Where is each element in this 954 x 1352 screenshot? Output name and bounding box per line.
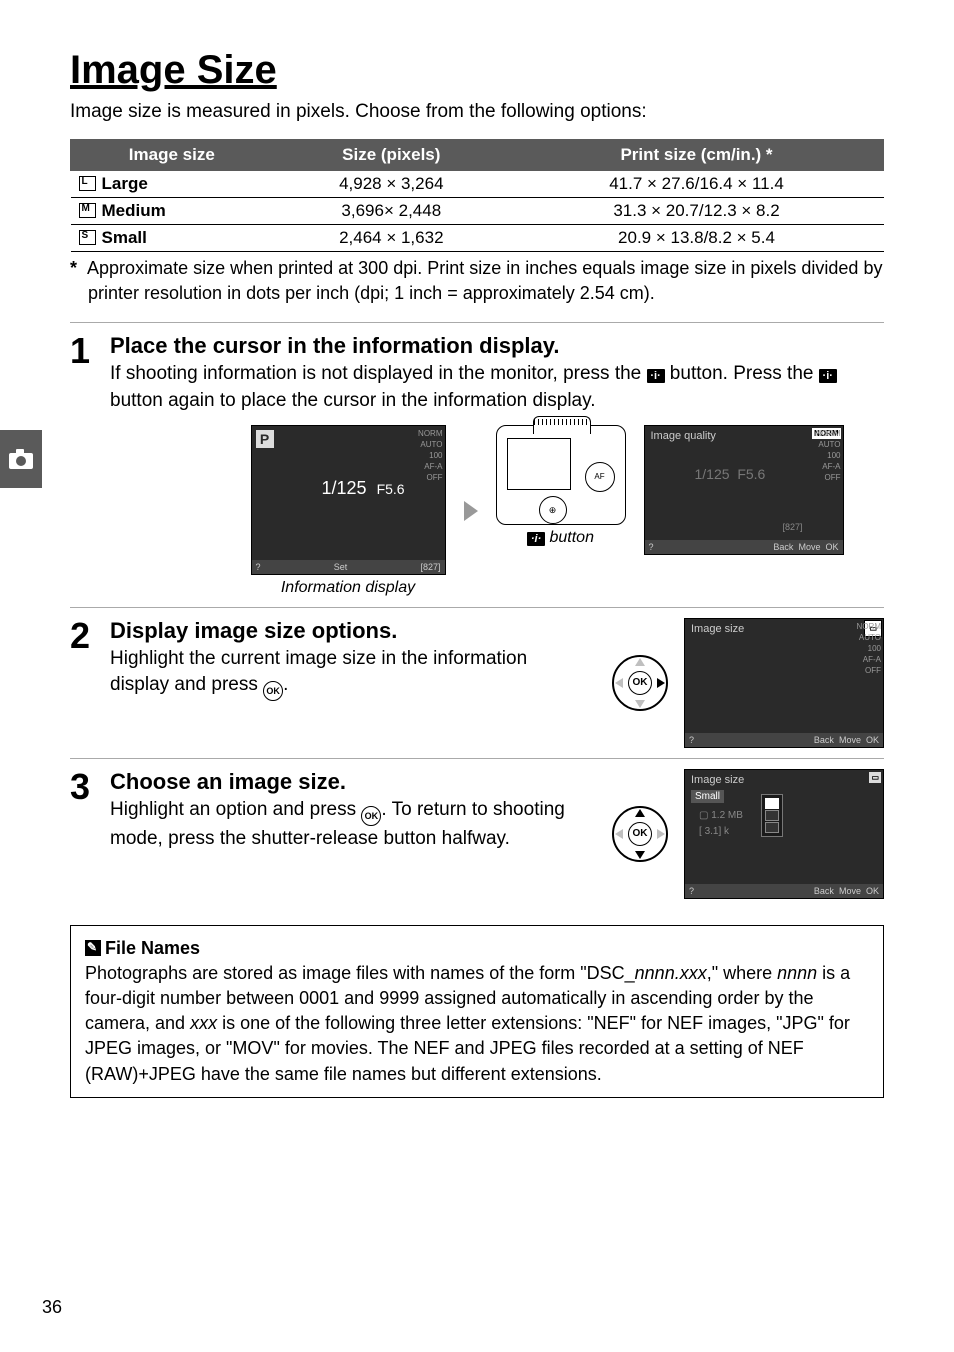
pencil-icon	[85, 940, 101, 956]
page-title: Image Size	[70, 48, 884, 93]
quality-panel: Image quality NORM 1/125 F5.6 [827] NORM…	[644, 425, 844, 555]
size-select-panel: Image size Small ▢ 1.2 MB [ 3.1] k ▭ ?Ba…	[684, 769, 884, 899]
footnote: * Approximate size when printed at 300 d…	[70, 256, 884, 306]
step1-images: P 1/125 F5.6 NORMAUTO100AF-AOFF ?Set[827…	[210, 425, 884, 597]
step-1: 1 Place the cursor in the information di…	[70, 333, 884, 414]
intro-text: Image size is measured in pixels. Choose…	[70, 101, 884, 123]
table-row: MMedium3,696× 2,44831.3 × 20.7/12.3 × 8.…	[71, 198, 884, 225]
ok-icon: OK	[361, 806, 381, 826]
info-icon: ·i·	[527, 532, 545, 546]
image-size-table: Image size Size (pixels) Print size (cm/…	[70, 139, 884, 252]
step-num: 3	[70, 769, 94, 805]
divider	[70, 322, 884, 323]
step-title: Choose an image size.	[110, 769, 590, 795]
multi-selector-figure: OK	[610, 653, 670, 713]
step-text: Highlight an option and press OK. To ret…	[110, 797, 590, 853]
side-tab	[0, 430, 42, 488]
arrow-icon	[464, 501, 478, 521]
page-number: 36	[42, 1297, 62, 1318]
step-num: 1	[70, 333, 94, 369]
step-title: Place the cursor in the information disp…	[110, 333, 884, 359]
caption-info: Information display	[281, 579, 415, 597]
camera-back-figure: ⊕ AF	[496, 425, 626, 525]
divider	[70, 607, 884, 608]
info-icon: ·i·	[647, 369, 665, 383]
th-print: Print size (cm/in.) *	[510, 140, 884, 171]
table-row: SSmall2,464 × 1,63220.9 × 13.8/8.2 × 5.4	[71, 225, 884, 252]
step-num: 2	[70, 618, 94, 654]
size-panel: Image size ▭ NORMAUTO100AF-AOFF ?Back Mo…	[684, 618, 884, 748]
caption-button: ·i· button	[527, 529, 594, 547]
step-3: 3 Choose an image size. Highlight an opt…	[70, 769, 884, 899]
step-2: 2 Display image size options. Highlight …	[70, 618, 884, 748]
step-title: Display image size options.	[110, 618, 590, 644]
th-pixels: Size (pixels)	[273, 140, 509, 171]
table-row: LLarge4,928 × 3,26441.7 × 27.6/16.4 × 11…	[71, 171, 884, 198]
th-imgsize: Image size	[71, 140, 274, 171]
info-icon: ·i·	[819, 369, 837, 383]
multi-selector-figure: OK	[610, 804, 670, 864]
step-text: Highlight the current image size in the …	[110, 646, 590, 702]
file-names-note: File Names Photographs are stored as ima…	[70, 925, 884, 1098]
divider	[70, 758, 884, 759]
ok-icon: OK	[263, 681, 283, 701]
step-text: If shooting information is not displayed…	[110, 361, 884, 414]
information-display-figure: P 1/125 F5.6 NORMAUTO100AF-AOFF ?Set[827…	[251, 425, 446, 575]
